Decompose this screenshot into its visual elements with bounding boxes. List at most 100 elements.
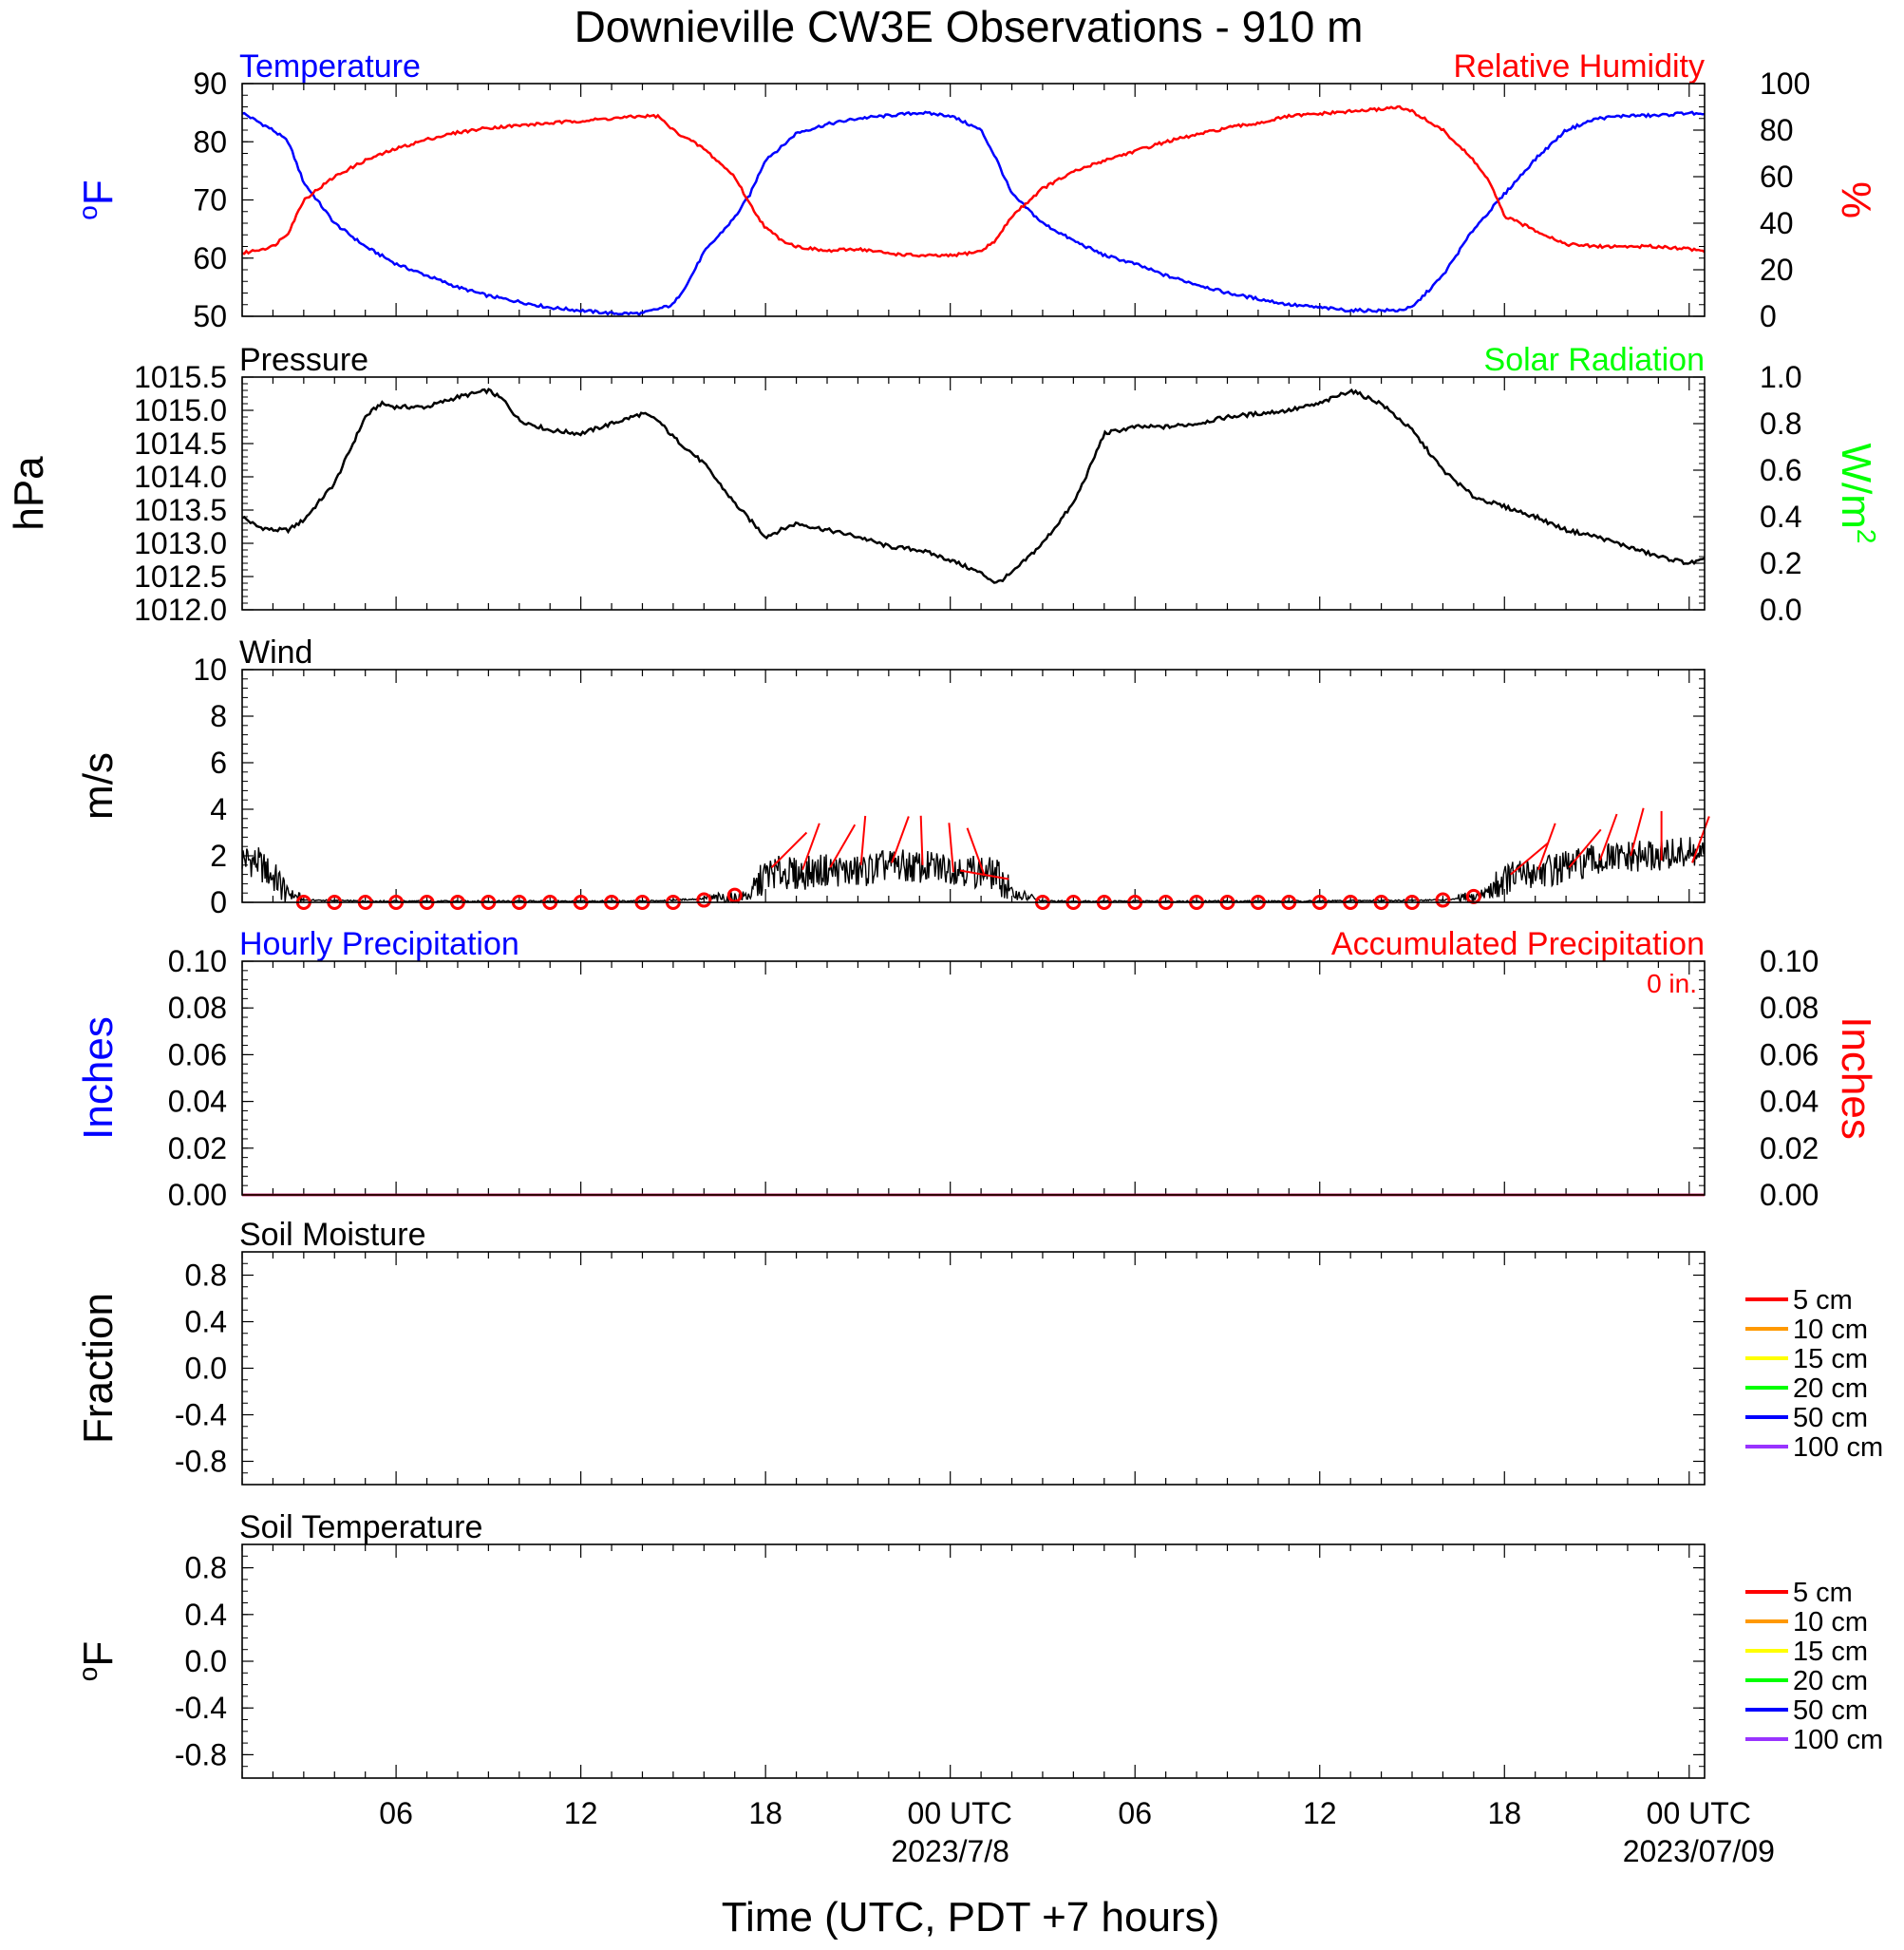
panel-4: -0.8 -0.4 0.0 0.4 0.8 Soil Moisture Fraction 5 … [75,1217,1883,1486]
y-tick-label-left: -0.4 [175,1398,227,1432]
y-axis-label-left: Fraction [75,1293,122,1444]
y-tick-label-left: 0.02 [168,1131,227,1165]
y-tick-label-right: 0.00 [1760,1178,1819,1212]
y-tick-label-right: 0.06 [1760,1037,1819,1071]
panel-frame [241,83,1706,317]
y-tick-label-right: 0.04 [1760,1085,1819,1119]
y-tick-label-right: 20 [1760,253,1794,287]
chart-title: Downieville CW3E Observations - 910 m [575,2,1364,51]
y-tick-label-left: 0.00 [168,1178,227,1212]
y-axis-label-left: m/s [75,752,122,820]
y-tick-label-right: 1.0 [1760,360,1801,394]
wind-barb [891,816,910,863]
panel-frame [241,669,1706,903]
legend-label: 100 cm [1793,1432,1883,1463]
series-line-temperature [241,110,1705,317]
y-tick-label-left: 80 [193,124,227,159]
y-tick-label-right: 0.4 [1760,500,1801,534]
wind-barb [948,823,954,873]
y-tick-label-left: 0.06 [168,1037,227,1071]
panel-3: 0.00 0.02 0.04 0.06 0.08 0.10 0.00 0.02 0.04 0.06… [75,926,1879,1212]
x-date-label: 2023/7/8 [891,1834,1009,1868]
y-tick-label-left: 1014.5 [134,426,227,461]
wind-barb [959,869,1009,880]
wind-barb [859,815,867,865]
precip-total-label: 0 in. [1647,969,1697,998]
panel-frame [241,376,1706,611]
y-tick-label-right: 60 [1760,160,1794,194]
legend-label: 20 cm [1793,1666,1868,1696]
y-tick-label-left: 0.8 [185,1551,227,1585]
x-tick-label: 18 [748,1796,782,1830]
x-tick-label: 18 [1487,1796,1521,1830]
y-tick-label-left: 1015.5 [134,360,227,394]
y-tick-label-right: 0.2 [1760,546,1801,580]
legend-label: 20 cm [1793,1373,1868,1404]
wind-barb [829,824,857,868]
y-tick-label-left: 1013.0 [134,526,227,560]
y-tick-label-right: 100 [1760,66,1810,101]
y-tick-label-left: 50 [193,299,227,333]
legend-label: 15 cm [1793,1344,1868,1374]
y-tick-label-right: 0.8 [1760,407,1801,441]
y-axis-label-left: oF [73,1641,122,1681]
panel-2: 0 2 4 6 8 10 Wind m/s [75,634,1710,919]
x-axis-label: Time (UTC, PDT +7 hours) [722,1894,1219,1941]
y-axis-label-left: oF [73,180,122,219]
y-tick-label-left: 1012.0 [134,593,227,627]
panel-title-left: Hourly Precipitation [239,926,519,962]
y-tick-label-left: 1015.0 [134,393,227,427]
calm-wind-marker [696,892,712,908]
y-tick-label-left: 10 [193,653,227,687]
wind-barb [1630,807,1645,857]
legend-label: 5 cm [1793,1578,1853,1608]
panel-title-left: Temperature [239,48,421,85]
x-tick-label: 00 UTC [1647,1796,1751,1830]
panel-title-left: Soil Moisture [239,1217,426,1253]
y-tick-label-left: 0.04 [168,1085,227,1119]
y-tick-label-left: 4 [210,792,227,826]
y-tick-label-left: 1012.5 [134,559,227,594]
legend-label: 50 cm [1793,1695,1868,1726]
y-tick-label-right: 0.6 [1760,453,1801,487]
series-line-relative-humidity [241,104,1706,258]
y-tick-label-right: 0.02 [1760,1131,1819,1165]
legend-label: 15 cm [1793,1637,1868,1667]
legend-label: 10 cm [1793,1607,1868,1638]
panel-title-right: Solar Radiation [1484,342,1705,378]
y-tick-label-left: 0.10 [168,944,227,978]
x-date-label: 2023/07/09 [1623,1834,1775,1868]
panel-frame [241,1251,1706,1486]
x-tick-label: 12 [564,1796,598,1830]
wind-barb [966,827,986,875]
panel-title-right: Accumulated Precipitation [1331,926,1705,962]
y-tick-label-left: 0.08 [168,991,227,1025]
wind-barb [1568,828,1602,868]
legend-label: 100 cm [1793,1725,1883,1755]
y-tick-label-left: 0.4 [185,1598,227,1632]
y-axis-label-right: Inches [1833,1016,1879,1140]
y-tick-label-left: 60 [193,241,227,275]
panel-frame [241,1543,1706,1779]
legend-label: 50 cm [1793,1403,1868,1433]
panel-title-right: Relative Humidity [1453,48,1705,85]
y-axis-label-right: % [1833,181,1879,218]
wind-barb [1510,842,1550,876]
y-tick-label-left: -0.4 [175,1691,227,1725]
y-tick-label-right: 0.08 [1760,991,1819,1025]
calm-wind-marker [1435,892,1451,908]
y-tick-label-right: 0.0 [1760,593,1801,627]
y-axis-label-right: W/m2 [1833,444,1881,544]
y-tick-label-left: 8 [210,699,227,733]
panel-title-left: Wind [239,634,312,671]
legend-label: 10 cm [1793,1315,1868,1345]
panel-frame [241,960,1706,1196]
y-tick-label-left: -0.8 [175,1445,227,1479]
wind-barb [1691,816,1710,863]
y-tick-label-left: 0.0 [185,1352,227,1386]
y-tick-label-right: 0.10 [1760,944,1819,978]
time-axis: 06 12 18 00 UTC 06 12 18 00 UTC 2023/7/8 2023/07/… [379,1796,1775,1868]
